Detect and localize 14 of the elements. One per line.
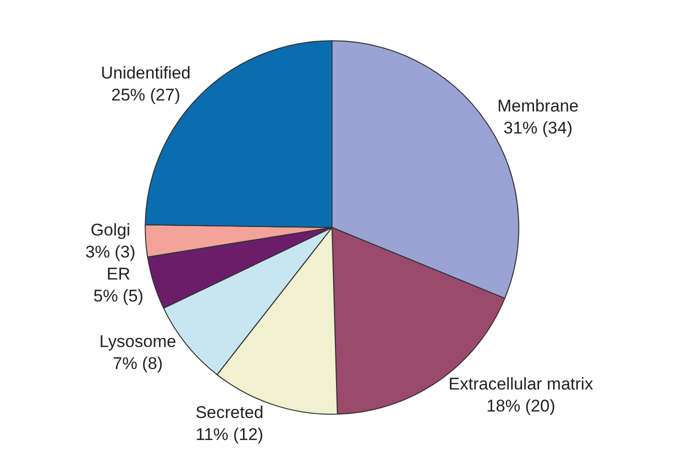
data-label: 5% (5) [93, 286, 144, 306]
data-label: 25% (27) [111, 86, 180, 105]
data-label: 3% (3) [85, 242, 136, 262]
slice-label: Lysosome [99, 332, 176, 352]
data-label: 18% (20) [486, 396, 556, 416]
slice-label: Extracellular matrix [448, 374, 594, 394]
slice-label: Golgi [90, 220, 130, 240]
slice-label: ER [106, 264, 130, 284]
data-label: 31% (34) [504, 118, 572, 138]
slice-label: Unidentified [100, 64, 191, 83]
slice-label: Secreted [195, 402, 264, 422]
data-label: 7% (8) [112, 354, 163, 374]
slice-label: Membrane [497, 96, 579, 116]
data-label: 11% (12) [196, 425, 264, 444]
